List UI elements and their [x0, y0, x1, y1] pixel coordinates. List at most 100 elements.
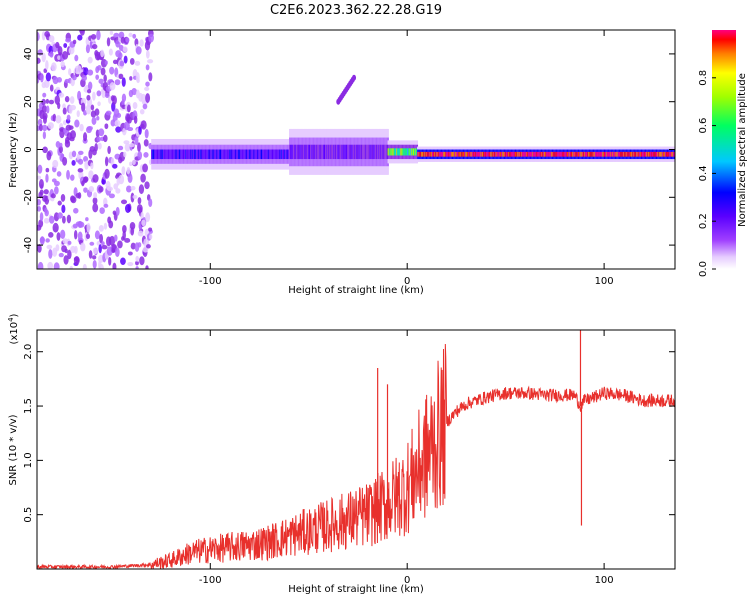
band-core [384, 144, 386, 160]
band-core [253, 149, 255, 160]
band-core [462, 151, 465, 157]
noise-cell [86, 222, 91, 233]
noise-cell [118, 73, 124, 80]
band-core [411, 148, 414, 156]
noise-cell [128, 32, 133, 38]
noise-cell [97, 142, 102, 150]
band-core [537, 151, 539, 157]
noise-cell [44, 209, 49, 217]
spectrogram-band-3 [387, 140, 419, 164]
noise-cell [65, 37, 72, 43]
noise-cell [69, 104, 77, 111]
band-core [369, 144, 371, 160]
noise-cell [58, 145, 63, 154]
noise-cell [68, 46, 75, 55]
band-core [300, 144, 302, 160]
band-core [278, 149, 280, 160]
noise-cell [140, 173, 146, 183]
snr-x-ticks: -100 0 100 [199, 330, 614, 586]
band-core [297, 144, 300, 160]
band-core [420, 151, 423, 157]
band-core [195, 149, 197, 160]
noise-cell [96, 136, 102, 142]
band-core [456, 151, 458, 157]
band-core [411, 148, 413, 156]
noise-cell [53, 262, 60, 269]
band-core [185, 149, 188, 160]
band-core [455, 151, 458, 157]
noise-cell [45, 60, 49, 70]
band-core [592, 151, 595, 157]
x-tick-label: 0 [404, 276, 410, 287]
band-core [255, 149, 258, 160]
band-core [554, 151, 557, 157]
band-core [609, 151, 611, 157]
band-core [178, 149, 181, 160]
band-core [433, 151, 435, 157]
noise-cell [119, 60, 125, 67]
band-core [449, 151, 451, 157]
band-core [383, 144, 385, 160]
noise-cell [140, 93, 146, 104]
band-core [575, 151, 577, 157]
noise-cell [100, 49, 105, 58]
noise-cell [64, 139, 71, 148]
band-core [461, 151, 463, 157]
band-core [418, 151, 421, 157]
band-core [241, 149, 244, 160]
band-core [303, 144, 305, 160]
noise-cell [114, 79, 121, 86]
noise-cell [94, 108, 100, 116]
band-core [660, 151, 662, 157]
noise-cell [60, 193, 66, 202]
noise-cell [48, 35, 55, 43]
noise-cell [88, 170, 94, 180]
band-core [201, 149, 204, 160]
band-core [435, 151, 437, 157]
noise-cell [53, 180, 60, 187]
noise-cell [46, 151, 52, 161]
band-core [547, 151, 549, 157]
band-core [324, 144, 326, 160]
band-core [420, 151, 422, 157]
noise-cell [42, 92, 47, 98]
band-core [378, 144, 380, 160]
band-core [311, 144, 313, 160]
band-core [398, 148, 400, 156]
noise-cell [83, 132, 88, 142]
band-core [154, 149, 156, 160]
band-core [529, 151, 532, 157]
noise-cell [86, 126, 93, 131]
noise-cell [45, 238, 50, 243]
band-core [656, 151, 658, 157]
band-core [327, 144, 330, 160]
band-core [151, 149, 153, 160]
band-core [389, 148, 392, 156]
band-core [170, 149, 172, 160]
noise-cell [140, 120, 147, 130]
noise-cell [78, 150, 84, 156]
band-core [643, 151, 646, 157]
noise-cell [70, 174, 75, 181]
band-core [583, 151, 585, 157]
band-core [285, 149, 288, 160]
band-core [319, 144, 322, 160]
band-core [614, 151, 617, 157]
band-core [407, 148, 409, 156]
band-core [164, 149, 166, 160]
band-core [666, 151, 669, 157]
band-core [670, 151, 673, 157]
noise-cell [139, 256, 145, 266]
noise-cell [45, 167, 50, 173]
noise-cell [122, 230, 126, 241]
band-core [504, 151, 506, 157]
band-core [301, 144, 304, 160]
band-core [604, 151, 606, 157]
noise-cell [69, 265, 73, 269]
band-core [478, 151, 480, 157]
band-core [163, 149, 165, 160]
noise-cell [68, 125, 74, 130]
band-core [448, 151, 450, 157]
noise-cell [74, 119, 80, 128]
band-core [313, 144, 315, 160]
